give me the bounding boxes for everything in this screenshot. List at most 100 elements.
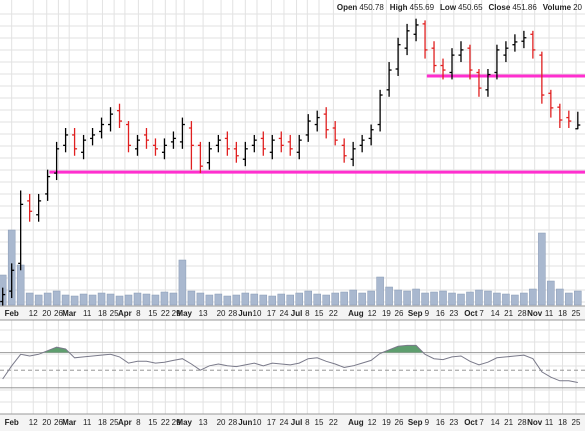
volume-bar — [241, 292, 250, 306]
volume-bar — [448, 292, 456, 306]
volume-bar — [529, 288, 537, 306]
x-tick-label: 28 — [518, 418, 527, 427]
x-tick-label: 12 — [368, 418, 377, 427]
x-tick-label: 18 — [98, 309, 107, 318]
volume-bar — [430, 291, 438, 306]
x-tick-label: 10 — [253, 418, 262, 427]
header-label: Low — [440, 3, 457, 12]
volume-bar — [79, 293, 88, 306]
x-tick-label: Oct — [464, 309, 478, 318]
volume-bar — [160, 291, 169, 306]
x-tick-label: 14 — [491, 418, 500, 427]
volume-bar — [124, 294, 133, 306]
x-tick-label: 29 — [172, 309, 181, 318]
x-tick-label: 18 — [98, 418, 107, 427]
x-tick-label: 25 — [110, 418, 119, 427]
x-tick-label: Apr — [118, 309, 132, 318]
x-tick-label: 15 — [315, 309, 324, 318]
x-tick-label: 15 — [148, 418, 157, 427]
x-tick-label: 15 — [315, 418, 324, 427]
volume-bar — [574, 290, 582, 306]
header-label: Close — [489, 3, 511, 12]
x-tick-label: May — [176, 418, 192, 427]
volume-bar — [475, 289, 483, 306]
x-tick-label: 9 — [425, 309, 430, 318]
volume-bar — [70, 295, 79, 306]
volume-bar — [403, 290, 411, 306]
x-tick-label: Apr — [118, 418, 132, 427]
x-tick-label: 9 — [425, 418, 430, 427]
axis-strip — [0, 414, 585, 431]
x-tick-label: Oct — [464, 418, 478, 427]
x-tick-label: 22 — [161, 418, 170, 427]
x-tick-label: 23 — [449, 309, 458, 318]
volume-bar — [439, 290, 447, 306]
volume-bar — [187, 290, 196, 306]
volume-bar — [52, 290, 61, 306]
x-tick-label: 11 — [545, 309, 554, 318]
volume-bar — [286, 294, 295, 306]
x-tick-label: 14 — [491, 309, 500, 318]
x-tick-label: 26 — [54, 418, 63, 427]
x-tick-label: 19 — [382, 418, 391, 427]
volume-bar — [322, 294, 330, 306]
volume-bar — [97, 292, 106, 306]
x-tick-label: 13 — [199, 418, 208, 427]
volume-bar — [250, 293, 259, 306]
volume-bar — [484, 290, 492, 306]
volume-bar — [466, 291, 474, 306]
volume-bar — [259, 294, 268, 306]
x-tick-label: Jun — [238, 418, 252, 427]
x-tick-label: 11 — [83, 309, 92, 318]
volume-bar — [511, 294, 519, 306]
volume-bar — [565, 292, 573, 306]
x-tick-label: 24 — [280, 309, 289, 318]
header-value: 450.65 — [458, 3, 483, 12]
header: Open 450.78 High 455.69 Low 450.65 Close 451.86… — [337, 3, 583, 12]
x-tick-label: Jun — [238, 309, 252, 318]
x-tick-label: 28 — [228, 418, 237, 427]
x-tick-label: Mar — [62, 309, 76, 318]
header-value: 451.86 — [512, 3, 537, 12]
volume-bar — [115, 295, 124, 306]
x-tick-label: May — [176, 309, 192, 318]
rsi-line — [2, 344, 578, 383]
x-tick-label: 28 — [518, 309, 527, 318]
volume-bar — [556, 288, 564, 306]
volume-bar — [25, 292, 34, 306]
x-tick-label: Jul — [291, 418, 303, 427]
x-tick-label: Aug — [348, 418, 364, 427]
x-tick-label: Nov — [527, 418, 543, 427]
volume-bar — [34, 294, 43, 306]
header-label: High — [390, 3, 408, 12]
grid — [0, 0, 585, 414]
volume-bar — [412, 288, 420, 306]
volume-bar — [223, 295, 232, 306]
volume-bar — [394, 289, 402, 306]
x-tick-label: 15 — [148, 309, 157, 318]
volume-bar — [520, 292, 528, 306]
x-tick-label: 17 — [267, 418, 276, 427]
x-tick-label: 16 — [436, 309, 445, 318]
volume-bar — [538, 232, 546, 306]
volume-bar — [376, 276, 384, 306]
header-value: 450.78 — [359, 3, 384, 12]
volume-bar — [142, 293, 151, 306]
volume-bar — [295, 292, 303, 306]
x-tick-label: 13 — [199, 309, 208, 318]
x-tick-label: 18 — [558, 418, 567, 427]
marks — [0, 18, 585, 389]
volume-bar — [421, 292, 429, 306]
x-tick-label: 18 — [558, 309, 567, 318]
x-tick-label: 7 — [479, 309, 484, 318]
x-tick-label: 21 — [504, 418, 513, 427]
x-tick-label: 20 — [42, 309, 51, 318]
volume-bar — [268, 295, 277, 306]
x-tick-label: Jul — [291, 309, 303, 318]
volume-bar — [16, 264, 25, 306]
volume-bar — [358, 292, 366, 306]
x-tick-label: 12 — [29, 418, 38, 427]
axis-labels: FebFeb121220202626MarMar111118182525AprA… — [5, 309, 581, 427]
x-tick-label: 21 — [504, 309, 513, 318]
x-tick-label: 11 — [545, 418, 554, 427]
